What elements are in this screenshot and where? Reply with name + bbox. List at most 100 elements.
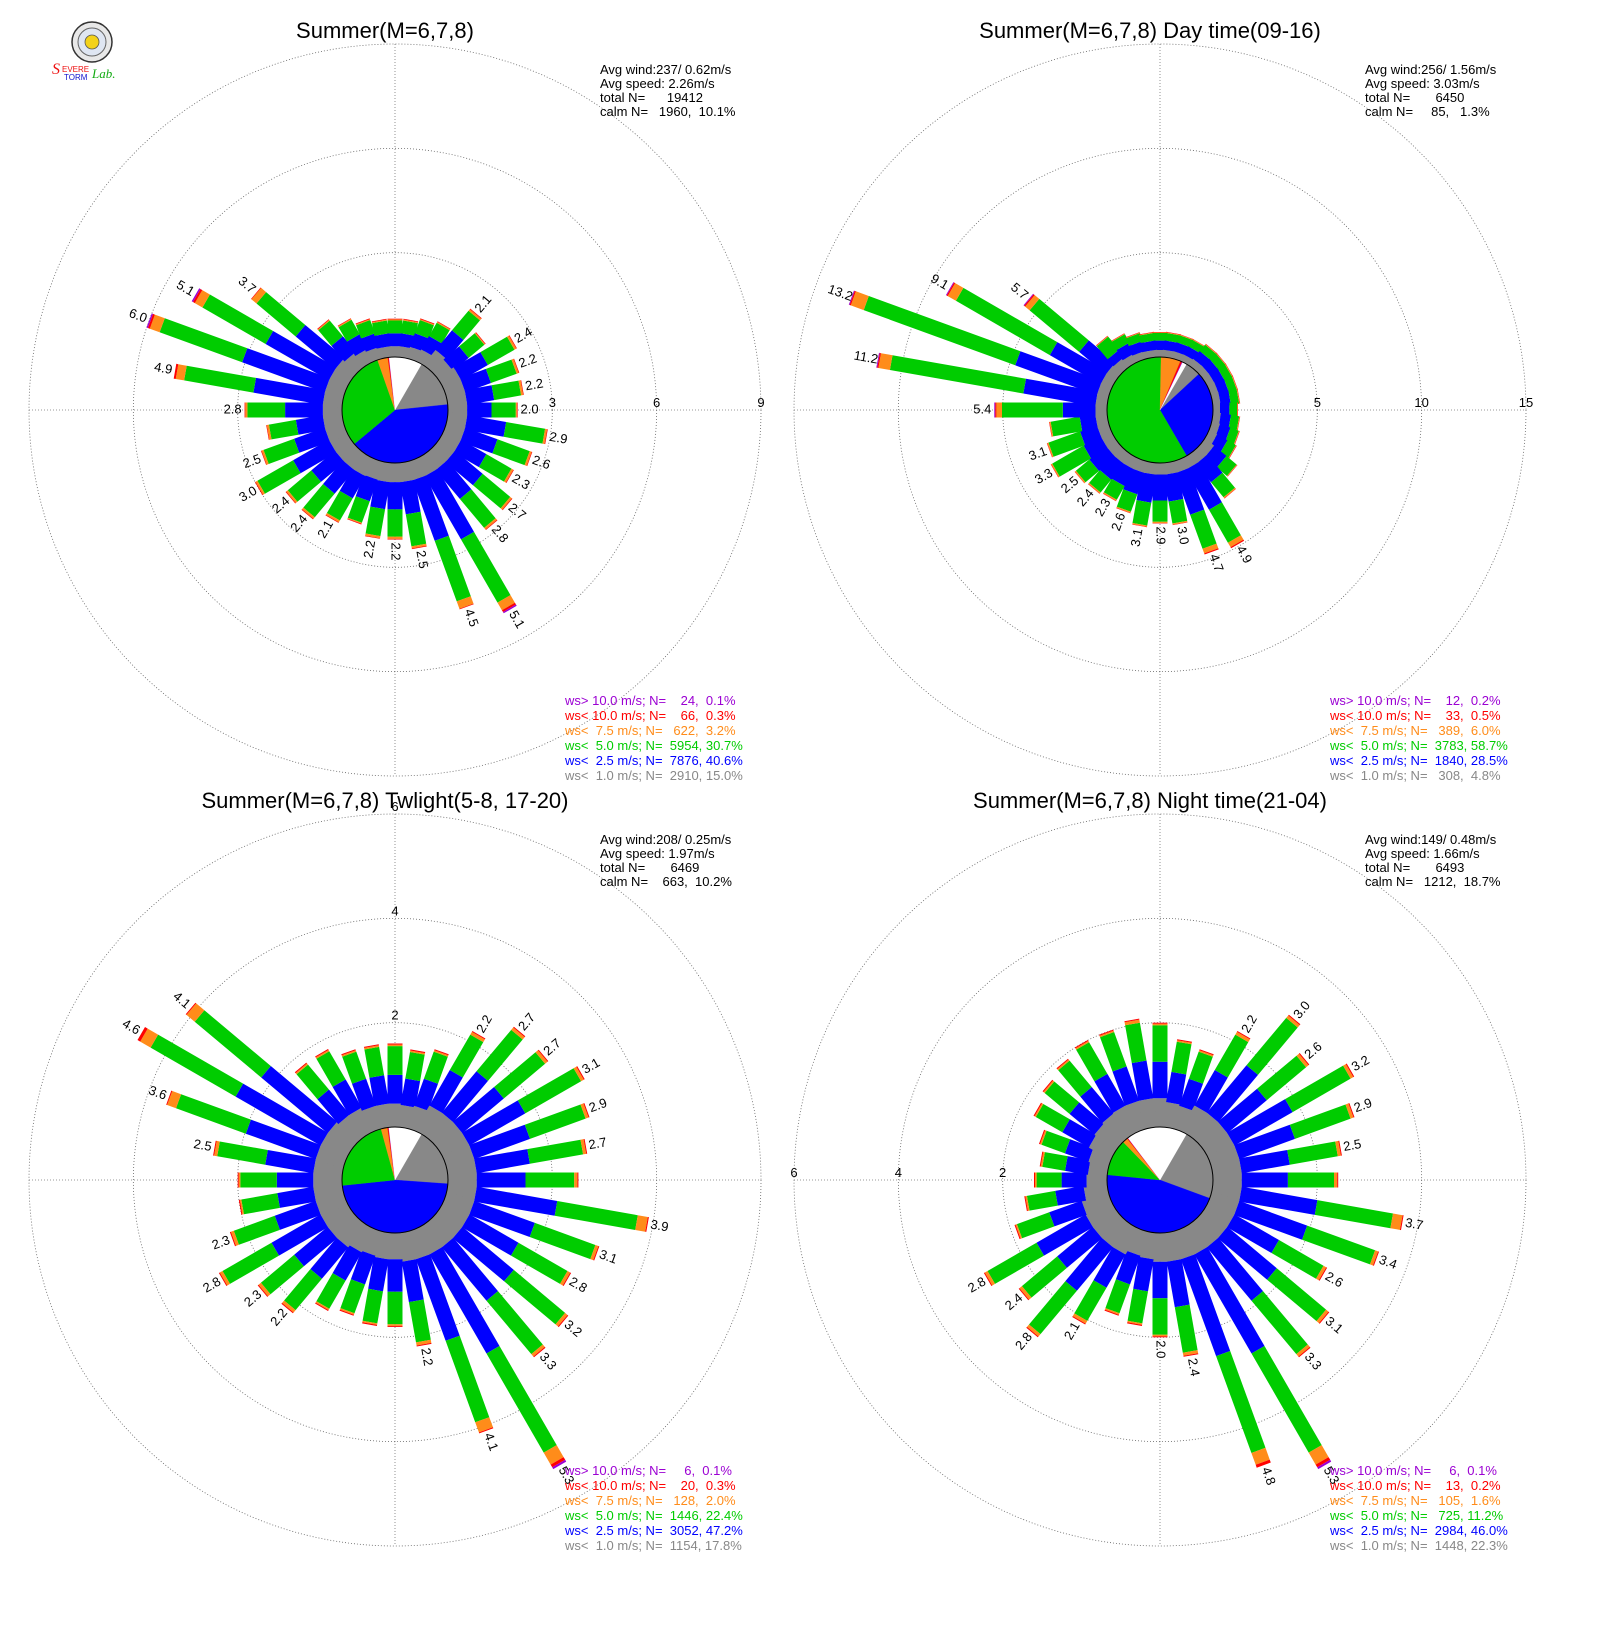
bar-segment <box>388 319 403 320</box>
bar-label: 5.4 <box>973 401 991 416</box>
bar-label: 2.4 <box>1002 1290 1025 1313</box>
ring-label-2: 6 <box>653 395 660 410</box>
legend-entry: ws< 5.0 m/s; N= 5954, 30.7% <box>564 738 743 753</box>
svg-text:TORM: TORM <box>64 73 88 82</box>
bar-segment <box>409 1300 431 1343</box>
bar-segment <box>1288 1173 1334 1188</box>
center-pie <box>1107 357 1213 463</box>
wind-rose-panel-4: 2462.23.02.63.22.92.53.73.42.63.13.35.34… <box>790 788 1526 1553</box>
bar-segment <box>492 403 516 418</box>
bar-segment <box>1042 1152 1067 1171</box>
bar-segment <box>1105 1279 1130 1313</box>
bar-segment <box>239 1173 241 1188</box>
bar-label: 2.2 <box>1238 1012 1260 1035</box>
bar-label: 5.7 <box>1008 279 1031 302</box>
wind-rose-panel-2: 5 10 154.94.73.02.93.12.62.32.42.53.33.15.… <box>794 18 1533 783</box>
bar-label: 3.9 <box>649 1217 669 1235</box>
panel-title: Summer(M=6,7,8) Night time(21-04) <box>973 788 1327 813</box>
bar-segment <box>372 321 389 336</box>
bar-segment <box>238 1173 239 1188</box>
bar-segment <box>1153 1025 1168 1062</box>
bar-segment <box>446 1336 490 1423</box>
bar-segment <box>388 1292 403 1325</box>
stat-line: total N= 6469 <box>600 860 699 875</box>
stat-line: calm N= 85, 1.3% <box>1365 104 1490 119</box>
bar-segment <box>1315 1200 1393 1228</box>
bar-segment <box>388 1259 403 1292</box>
bar-segment <box>1216 1351 1265 1453</box>
bar-segment <box>527 1140 583 1164</box>
bar-label: 2.4 <box>287 511 310 534</box>
bar-segment <box>1287 1142 1338 1165</box>
bar-segment <box>1034 1173 1035 1188</box>
bar-segment <box>1002 403 1063 418</box>
legend-entry: ws< 10.0 m/s; N= 20, 0.3% <box>564 1478 736 1493</box>
bar-label: 3.1 <box>1128 527 1146 547</box>
stat-line: Avg speed: 2.26m/s <box>600 76 715 91</box>
panel-title: Summer(M=6,7,8) Day time(09-16) <box>979 18 1321 43</box>
legend-entry: ws< 5.0 m/s; N= 1446, 22.4% <box>564 1508 743 1523</box>
bar-segment <box>1153 1298 1168 1335</box>
panel-title: Summer(M=6,7,8) <box>296 18 474 43</box>
bar-segment <box>1153 1336 1168 1337</box>
bar-label: 3.0 <box>1290 998 1313 1021</box>
bar-segment <box>364 1047 384 1078</box>
bar-segment <box>1027 1191 1058 1211</box>
legend-entry: ws< 2.5 m/s; N= 1840, 28.5% <box>1329 753 1508 768</box>
bar-segment <box>388 1045 403 1047</box>
bar-label: 2.0 <box>1154 1340 1169 1358</box>
bar-label: 3.0 <box>1174 525 1192 545</box>
bar-segment <box>405 1052 424 1081</box>
bar-label: 3.0 <box>236 483 259 505</box>
bar-label: 2.4 <box>1185 1357 1203 1377</box>
bar-segment <box>342 1052 366 1084</box>
stat-line: Avg wind:149/ 0.48m/s <box>1365 832 1497 847</box>
bar-segment <box>1100 1032 1127 1072</box>
bar-label: 3.4 <box>1377 1252 1399 1272</box>
ring-label-1: 2 <box>391 1008 398 1023</box>
bar-segment <box>1242 1173 1288 1188</box>
bar-segment <box>424 1052 448 1084</box>
bar-label: 2.5 <box>193 1136 213 1154</box>
bar-segment <box>245 403 246 418</box>
bar-segment <box>184 366 256 393</box>
bar-segment <box>1153 1335 1168 1337</box>
stat-line: Avg wind:256/ 1.56m/s <box>1365 62 1497 77</box>
bar-segment <box>994 403 995 418</box>
bar-segment <box>245 403 247 418</box>
legend-entry: ws< 1.0 m/s; N= 1448, 22.3% <box>1329 1538 1508 1553</box>
bar-segment <box>388 1044 403 1045</box>
bar-segment <box>1153 1023 1168 1024</box>
bar-label: 3.6 <box>147 1082 169 1102</box>
bar-label: 2.2 <box>389 542 404 560</box>
stat-line: calm N= 1960, 10.1% <box>600 104 736 119</box>
bar-label: 2.8 <box>200 1274 223 1296</box>
ring-label-2: 4 <box>895 1165 902 1180</box>
bar-segment <box>467 403 491 418</box>
legend-entry: ws< 7.5 m/s; N= 128, 2.0% <box>564 1493 736 1508</box>
bar-label: 2.9 <box>1352 1095 1374 1115</box>
bar-label: 5.1 <box>506 608 528 631</box>
ring-label-1: 3 <box>549 395 556 410</box>
bar-segment <box>247 403 285 418</box>
bar-segment <box>1133 500 1152 525</box>
center-pie <box>1107 1127 1213 1233</box>
bar-segment <box>1037 1173 1062 1188</box>
legend-entry: ws< 2.5 m/s; N= 2984, 46.0% <box>1329 1523 1508 1538</box>
bar-segment <box>388 537 403 539</box>
bar-segment <box>1171 1042 1191 1075</box>
bar-label: 2.8 <box>965 1274 988 1296</box>
legend-entry: ws< 7.5 m/s; N= 622, 3.2% <box>564 723 736 738</box>
bar-segment <box>1153 1262 1168 1299</box>
bar-label: 3.3 <box>537 1349 560 1372</box>
bar-label: 2.9 <box>587 1095 609 1115</box>
bar-label: 2.6 <box>1108 511 1128 533</box>
bar-label: 4.1 <box>170 988 193 1011</box>
stat-line: total N= 6493 <box>1365 860 1464 875</box>
bar-segment <box>388 319 403 320</box>
legend-entry: ws< 2.5 m/s; N= 3052, 47.2% <box>564 1523 743 1538</box>
bar-label: 3.1 <box>1323 1313 1346 1336</box>
bar-segment <box>366 507 386 536</box>
bar-segment <box>516 403 517 418</box>
bar-label: 3.3 <box>1302 1349 1325 1372</box>
